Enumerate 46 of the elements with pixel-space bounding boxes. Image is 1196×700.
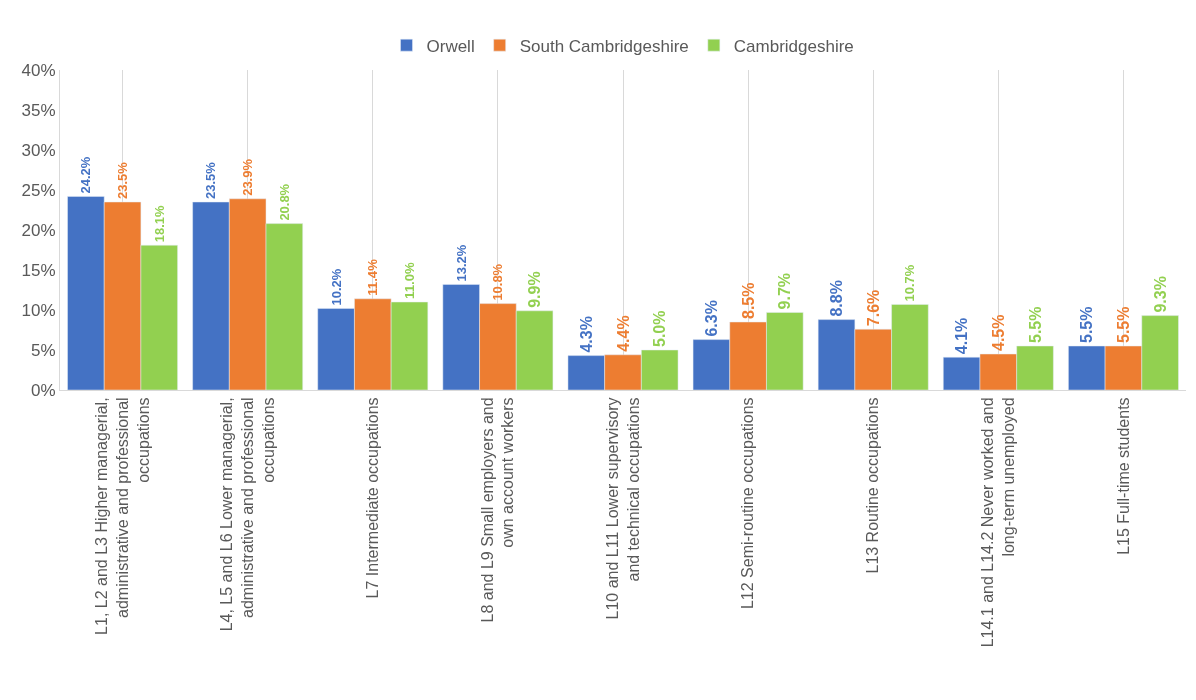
- x-tick-label: L13 Routine occupations: [864, 397, 882, 574]
- data-label: 9.7%: [776, 272, 794, 310]
- y-tick-label: 35%: [21, 100, 56, 120]
- data-label: 5.0%: [651, 310, 669, 347]
- x-tick-label: L15 Full-time students: [1114, 397, 1132, 555]
- data-label: 5.5%: [1078, 306, 1096, 343]
- y-tick-label: 30%: [21, 140, 56, 160]
- data-label: 10.2%: [328, 268, 344, 306]
- y-tick-label: 0%: [31, 380, 56, 400]
- y-tick-label: 20%: [21, 220, 56, 240]
- x-tick-label: L1, L2 and L3 Higher managerial, administrative and professional occupations: [92, 397, 152, 635]
- data-label: 10.8%: [490, 263, 506, 301]
- y-tick-label: 25%: [21, 180, 56, 200]
- data-label: 13.2%: [453, 244, 469, 282]
- legend-label: Cambridgeshire: [733, 36, 854, 56]
- data-label: 4.4%: [614, 315, 632, 352]
- legend-label: Orwell: [426, 36, 475, 56]
- data-label: 18.1%: [151, 205, 167, 243]
- data-label: 7.6%: [864, 289, 882, 327]
- data-label: 9.9%: [526, 271, 544, 308]
- data-label: 8.8%: [828, 280, 846, 317]
- data-label: 20.8%: [276, 183, 292, 221]
- data-label: 11.4%: [365, 258, 381, 296]
- data-label: 10.7%: [902, 264, 918, 302]
- data-label: 5.5%: [1026, 306, 1044, 343]
- data-label: 24.2%: [78, 156, 94, 194]
- x-tick-label: L7 Intermediate occupations: [363, 397, 381, 599]
- data-label: 4.3%: [577, 316, 595, 353]
- y-tick-label: 15%: [21, 260, 56, 280]
- data-label: 4.5%: [989, 314, 1007, 351]
- data-label: 11.0%: [402, 262, 418, 299]
- data-label: 6.3%: [702, 300, 720, 337]
- data-label: 23.5%: [203, 161, 219, 199]
- y-tick-label: 5%: [31, 340, 56, 360]
- x-tick-label: L12 Semi-routine occupations: [739, 397, 757, 610]
- data-label: 8.5%: [739, 282, 757, 319]
- y-tick-label: 40%: [21, 60, 56, 80]
- data-label: 9.3%: [1151, 276, 1169, 313]
- data-label: 23.5%: [115, 161, 131, 199]
- data-label: 4.1%: [953, 317, 971, 355]
- data-label: 5.5%: [1114, 306, 1132, 343]
- y-tick-label: 10%: [21, 300, 56, 320]
- legend-label: South Cambridgeshire: [519, 36, 689, 56]
- data-label: 23.9%: [240, 158, 256, 196]
- x-tick-label: L8 and L9 Small employers and own account workers: [478, 397, 517, 623]
- x-tick-label: L14.1 and L14.2 Never worked and long-term unemployed: [979, 397, 1017, 648]
